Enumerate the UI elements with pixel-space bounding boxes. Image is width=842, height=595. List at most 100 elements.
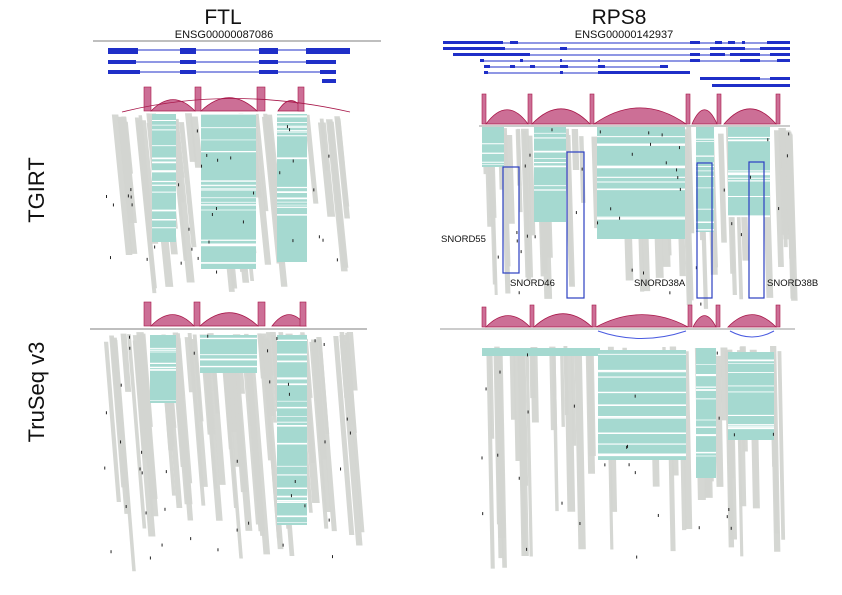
rps8-tgirt-mismatch [619,216,621,220]
ftl-tgirt-intron-reads [317,122,336,217]
ftl-tgirt-mismatch [130,188,132,192]
ftl-transcript-1-exon [108,48,138,54]
ftl-truseq-mismatch [248,521,250,525]
ftl-tgirt-mismatch [191,247,193,251]
rps8-transcript-7-exon [770,77,790,80]
rps8-truseq-mismatch [561,501,563,505]
rps8-transcript-6-exon [560,71,563,74]
ftl-truseq-mismatch [288,392,290,396]
ftl-tgirt-mismatch [253,191,255,195]
ftl-truseq-coverage [257,301,266,327]
ftl-truseq-mismatch [349,431,351,435]
ftl-truseq-coverage [193,301,201,327]
ftl-truseq-mismatch [105,411,107,415]
ftl-truseq-mismatch [164,507,166,511]
ftl-transcript-2-exon [108,60,136,64]
ftl-truseq-exon-reads [150,335,176,403]
ftl-tgirt-mismatch [180,261,182,265]
rps8-tgirt-mismatch [534,235,536,239]
ftl-tgirt-mismatch [201,164,203,168]
ftl-truseq-coverage [143,301,152,327]
rps8-truseq-mismatch [527,410,529,414]
rps8-transcript-1-exon [742,41,745,44]
ftl-truseq-mismatch [129,346,131,350]
ftl-truseq-exon-reads [277,335,307,525]
ftl-tgirt-mismatch [292,239,294,243]
rps8-transcript-1-exon [510,41,518,44]
ftl-tgirt-mismatch [292,159,294,163]
ftl-tgirt-mismatch [336,258,338,262]
ftl-tgirt-mismatch [109,256,111,260]
ftl-transcript-2-exon [306,60,336,64]
ftl-truseq-exon-reads [200,335,257,373]
rps8-truseq-mismatch [772,432,774,436]
rps8-tgirt-mismatch [551,128,553,132]
ftl-truseq-intron-reads [113,339,136,572]
ftl-tgirt-mismatch [216,270,218,274]
rps8-tgirt-mismatch [648,131,650,135]
rps8-truseq-mismatch [728,508,730,512]
rps8-tgirt-mismatch [597,221,599,225]
rps8-tgirt-mismatch [679,187,681,191]
ftl-truseq-intron-reads [137,334,158,499]
rps8-truseq-mismatch [526,353,528,357]
ftl-tgirt-coverage [143,86,152,112]
ftl-transcript-1-exon [259,48,278,54]
ftl-tgirt-intron-reads [185,113,197,162]
rps8-tgirt-mismatch [516,239,518,243]
rps8-tgirt-mismatch [786,154,788,158]
rps8-truseq-mismatch [628,463,630,467]
rps8-tgirt-intron-reads [785,130,796,299]
ftl-tgirt-exon-reads [152,114,176,242]
rps8-truseq-mismatch [481,456,483,460]
gene-title-ftl: FTL [204,6,241,29]
rps8-tgirt-intron-reads [774,130,784,268]
ftl-tgirt-coverage [297,86,305,112]
rps8-transcript-3-exon [770,53,790,56]
rps8-truseq-coverage [591,304,597,328]
row-label-tgirt: TGIRT [24,157,49,223]
ftl-truseq-mismatch [269,380,271,384]
rps8-tgirt-mismatch [678,146,680,150]
rps8-truseq-mismatch [485,387,487,391]
ftl-truseq-mismatch [217,548,219,552]
rps8-truseq-intron-reads [518,355,529,486]
rps8-transcript-1-exon [767,41,790,44]
rps8-transcript-5-exon [660,65,668,68]
rps8-truseq-intron-reads [713,355,724,487]
ftl-truseq-intron-reads [120,333,132,392]
ftl-transcript-1-exon [306,48,350,54]
ftl-truseq-intron-reads [221,341,243,559]
rps8-tgirt-mismatch [661,133,663,137]
rps8-transcript-3-exon [730,53,760,56]
rps8-tgirt-exon-reads [482,127,504,167]
rps8-truseq-intron-reads [571,349,577,446]
ftl-truseq-intron-reads [333,336,355,535]
ftl-truseq-mismatch [190,537,192,541]
ftl-tgirt-mismatch [131,203,133,207]
rps8-tgirt-mismatch [497,255,499,259]
ftl-truseq-intron-reads [192,334,204,422]
rps8-tgirt-mismatch [610,207,612,211]
rps8-truseq-mismatch [636,555,638,559]
rps8-tgirt-junction-arc [485,109,529,125]
ftl-truseq-mismatch [149,556,151,560]
rps8-truseq-mismatch [497,453,499,457]
rps8-tgirt-intron-reads [503,134,511,267]
ftl-truseq-intron-reads [312,341,328,460]
ftl-truseq-mismatch [165,470,167,474]
ftl-truseq-mismatch [346,417,348,421]
ftl-tgirt-intron-reads [118,116,137,223]
rps8-truseq-junction-arc [532,313,594,328]
ftl-tgirt-mismatch [313,188,315,192]
rps8-tgirt-mismatch [518,291,520,295]
ftl-truseq-mismatch [141,450,143,454]
ftl-transcript-2-exon [259,60,278,64]
rps8-tgirt-mismatch [788,132,790,136]
snord38b-label: SNORD38B [767,278,818,289]
rps8-transcript-models [443,41,790,87]
ftl-truseq-intron-reads [257,333,265,379]
ftl-truseq-mismatch [323,342,325,346]
ftl-truseq-mismatch [120,440,122,444]
rps8-tgirt-coverage [527,93,533,125]
